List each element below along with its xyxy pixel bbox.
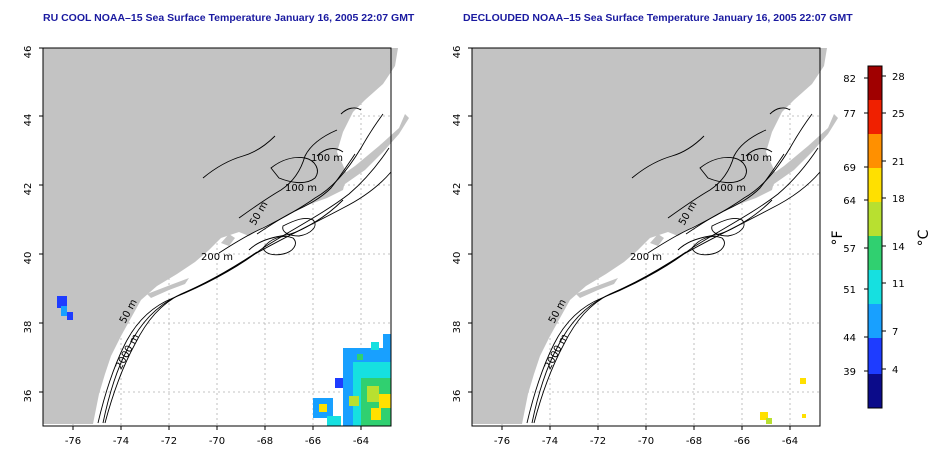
colorbar-band-4 bbox=[868, 168, 882, 202]
right-x-tick-66: -66 bbox=[734, 436, 750, 447]
colorbar-celsius-label: °C bbox=[916, 229, 932, 246]
colorbar-c-tick-18: 18 bbox=[892, 194, 905, 205]
left-x-tick-66: -66 bbox=[305, 436, 321, 447]
left-map-title: RU COOL NOAA–15 Sea Surface Temperature … bbox=[43, 12, 415, 24]
colorbar-band-2 bbox=[868, 100, 882, 134]
right-sst-cluster-southeast bbox=[760, 378, 806, 424]
left-sst-cluster-southeast bbox=[313, 334, 391, 426]
colorbar-f-tick-69: 69 bbox=[843, 163, 856, 174]
right-x-tick-68: -68 bbox=[686, 436, 702, 447]
right-x-tick-76: -76 bbox=[494, 436, 510, 447]
colorbar-c-tick-14: 14 bbox=[892, 242, 905, 253]
colorbar-f-tick-39: 39 bbox=[843, 367, 856, 378]
right-x-tick-70: -70 bbox=[638, 436, 654, 447]
right-y-tick-46: 46 bbox=[452, 46, 463, 59]
colorbar-f-tick-77: 77 bbox=[843, 109, 856, 120]
colorbar-f-tick-64: 64 bbox=[843, 196, 856, 207]
right-x-tick-74: -74 bbox=[542, 436, 558, 447]
right-y-tick-44: 44 bbox=[452, 114, 463, 127]
left-x-tick-72: -72 bbox=[161, 436, 177, 447]
colorbar-c-tick-25: 25 bbox=[892, 109, 905, 120]
left-y-tick-38: 38 bbox=[23, 321, 34, 334]
colorbar-c-tick-4: 4 bbox=[892, 365, 898, 376]
right-map: 100 m 100 m 50 m 200 m 50 m 2000 m 46 44… bbox=[452, 46, 838, 447]
left-map: 100 m 100 m 50 m 200 m 50 m 2000 m 46 44… bbox=[23, 46, 409, 447]
right-y-tick-36: 36 bbox=[452, 390, 463, 403]
left-x-tick-74: -74 bbox=[113, 436, 129, 447]
right-contour-label-100m-bank: 100 m bbox=[714, 183, 746, 194]
colorbar-band-6 bbox=[868, 236, 882, 270]
right-contour-label-200m: 200 m bbox=[630, 252, 662, 263]
right-x-tick-64: -64 bbox=[782, 436, 798, 447]
right-y-axis bbox=[468, 47, 472, 393]
left-x-tick-64: -64 bbox=[353, 436, 369, 447]
colorbar-c-tick-28: 28 bbox=[892, 72, 905, 83]
colorbar-ticks bbox=[864, 75, 886, 372]
left-y-tick-42: 42 bbox=[23, 183, 34, 196]
colorbar-band-7 bbox=[868, 270, 882, 304]
colorbar-band-1 bbox=[868, 66, 882, 100]
colorbar-f-tick-51: 51 bbox=[843, 285, 856, 296]
colorbar-frame bbox=[867, 65, 883, 409]
colorbar-band-9 bbox=[868, 338, 882, 374]
left-y-tick-46: 46 bbox=[23, 46, 34, 59]
left-y-tick-36: 36 bbox=[23, 390, 34, 403]
right-y-tick-40: 40 bbox=[452, 252, 463, 265]
left-contour-label-100m-gulf: 100 m bbox=[311, 153, 343, 164]
left-x-tick-76: -76 bbox=[65, 436, 81, 447]
left-contour-label-200m: 200 m bbox=[201, 252, 233, 263]
colorbar-band-3 bbox=[868, 134, 882, 168]
right-map-title: DECLOUDED NOAA–15 Sea Surface Temperatur… bbox=[463, 12, 853, 24]
colorbar-c-tick-11: 11 bbox=[892, 279, 905, 290]
colorbar-band-5 bbox=[868, 202, 882, 236]
right-contour-label-100m-gulf: 100 m bbox=[740, 153, 772, 164]
left-y-axis bbox=[39, 47, 43, 393]
left-x-tick-68: -68 bbox=[257, 436, 273, 447]
colorbar-f-tick-44: 44 bbox=[843, 333, 856, 344]
colorbar-band-8 bbox=[868, 304, 882, 338]
left-y-tick-40: 40 bbox=[23, 252, 34, 265]
colorbar-f-tick-57: 57 bbox=[843, 244, 856, 255]
colorbar-c-tick-7: 7 bbox=[892, 327, 898, 338]
colorbar-fahrenheit-label: °F bbox=[830, 230, 846, 245]
right-x-tick-72: -72 bbox=[590, 436, 606, 447]
left-x-tick-70: -70 bbox=[209, 436, 225, 447]
right-y-tick-38: 38 bbox=[452, 321, 463, 334]
colorbar-f-tick-82: 82 bbox=[843, 74, 856, 85]
temperature-colorbar: 82 77 69 64 57 51 44 39 28 25 21 18 14 1… bbox=[830, 65, 932, 409]
colorbar-c-tick-21: 21 bbox=[892, 157, 905, 168]
right-y-tick-42: 42 bbox=[452, 183, 463, 196]
left-y-tick-44: 44 bbox=[23, 114, 34, 127]
left-sst-cluster-coastal bbox=[57, 296, 73, 320]
left-x-axis bbox=[72, 426, 362, 430]
left-contour-label-100m-bank: 100 m bbox=[285, 183, 317, 194]
right-x-axis bbox=[501, 426, 791, 430]
